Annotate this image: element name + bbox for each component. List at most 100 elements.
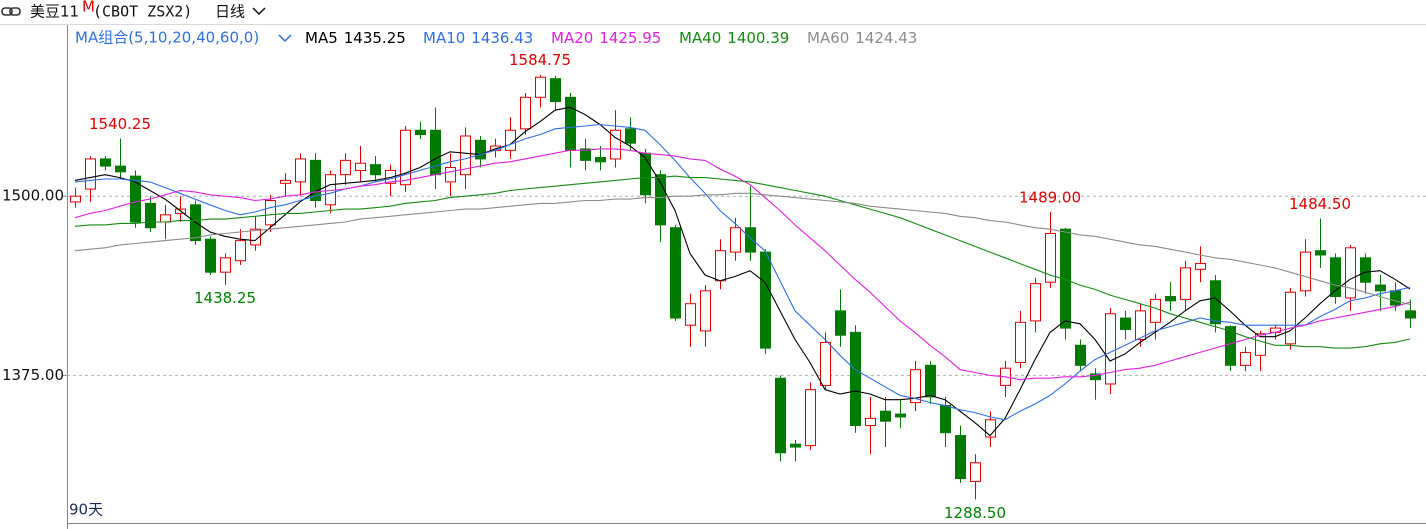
legend-name: MA20 — [551, 29, 593, 47]
candle-body — [520, 96, 531, 130]
ma-line — [74, 148, 1411, 381]
candle-body — [925, 364, 936, 398]
candle-body — [220, 257, 231, 273]
candle-body — [235, 240, 246, 262]
candle-body — [805, 389, 816, 447]
candle-body — [1330, 257, 1341, 298]
candle-body — [1210, 280, 1221, 325]
legend-entry: MA5 1435.25 — [305, 29, 406, 47]
candle-body — [145, 202, 156, 229]
candle-body — [340, 159, 351, 176]
candle-body — [130, 175, 141, 223]
candle-body — [700, 290, 711, 332]
candle-body — [205, 238, 216, 273]
candle-body — [1300, 251, 1311, 292]
candle-body — [865, 417, 876, 427]
candle-body — [970, 462, 981, 482]
legend-name: MA40 — [679, 29, 721, 47]
candle-body — [355, 162, 366, 171]
candle-body — [1150, 298, 1161, 323]
candle-body — [625, 128, 636, 144]
candle-body — [580, 148, 591, 161]
symbol-title: 美豆11 — [30, 3, 79, 21]
link-icon[interactable] — [1, 7, 21, 16]
candle-body — [835, 310, 846, 336]
candle-body — [1165, 296, 1176, 302]
ma-group-selector[interactable]: MA组合(5,10,20,40,60,0) — [75, 29, 259, 47]
candle-body — [1090, 373, 1101, 381]
candle-body — [670, 227, 681, 319]
ma-line — [74, 175, 1411, 349]
candle-body — [265, 200, 276, 226]
symbol-code: (CBOT ZSX2) — [93, 3, 192, 21]
candle-body — [880, 410, 891, 422]
symbol-badge: M — [82, 0, 95, 16]
candle-body — [115, 165, 126, 173]
candle-body — [370, 164, 381, 176]
candle-body — [415, 129, 426, 136]
extreme-label: 1489.00 — [1019, 188, 1081, 206]
candle-body — [730, 227, 741, 253]
candle-body — [1225, 326, 1236, 366]
candle-body — [610, 129, 621, 160]
candle-body — [1180, 267, 1191, 300]
candle-body — [595, 157, 606, 163]
candle-body — [475, 139, 486, 160]
candle-body — [295, 158, 306, 183]
candle-body — [565, 96, 576, 151]
candle-body — [310, 159, 321, 202]
candle-body — [535, 76, 546, 98]
candle-body — [400, 129, 411, 186]
candle-body — [640, 152, 651, 196]
candle-body — [1375, 284, 1386, 292]
candle-body — [1345, 247, 1356, 299]
candle-body — [1105, 313, 1116, 385]
ma-line — [74, 106, 1411, 437]
extreme-label: 1288.50 — [944, 504, 1006, 522]
range-label: 90天 — [69, 501, 103, 519]
candle-body — [250, 228, 261, 246]
period-chevron[interactable] — [252, 7, 266, 16]
legend-entry: MA40 1400.39 — [679, 29, 789, 47]
legend-entry: MA60 1424.43 — [807, 29, 917, 47]
extreme-label: 1438.25 — [194, 289, 256, 307]
ma-line — [74, 192, 1411, 306]
candle-body — [445, 167, 456, 183]
legend-value: 1425.95 — [599, 29, 661, 47]
candle-body — [505, 129, 516, 151]
legend-value: 1424.43 — [855, 29, 917, 47]
extreme-label: 1540.25 — [89, 115, 151, 133]
ma-line — [74, 123, 1411, 421]
period-selector[interactable]: 日线 — [215, 3, 245, 21]
candle-body — [685, 303, 696, 326]
candle-body — [895, 413, 906, 418]
legend-value: 1400.39 — [727, 29, 789, 47]
candle-body — [985, 419, 996, 438]
candle-body — [790, 443, 801, 448]
candle-body — [280, 179, 291, 184]
y-tick-label: 1375.00 — [2, 366, 64, 384]
candle-body — [430, 129, 441, 176]
candle-body — [820, 341, 831, 386]
y-tick-label: 1500.00 — [2, 187, 64, 205]
candle-body — [160, 214, 171, 223]
legend-entry: MA20 1425.95 — [551, 29, 661, 47]
candle-body — [910, 369, 921, 404]
ma-chevron[interactable] — [278, 34, 292, 43]
candle-body — [85, 158, 96, 190]
candle-body — [1120, 317, 1131, 330]
candle-body — [775, 377, 786, 454]
candle-body — [1390, 290, 1401, 306]
candle-body — [1135, 310, 1146, 341]
legend-name: MA5 — [305, 29, 338, 47]
candle-body — [1015, 321, 1026, 363]
candle-body — [1360, 257, 1371, 283]
extreme-label: 1584.75 — [509, 51, 571, 69]
candle-body — [715, 250, 726, 282]
candle-body — [850, 331, 861, 427]
candle-body — [1075, 344, 1086, 366]
legend-name: MA60 — [807, 29, 849, 47]
legend-value: 1435.25 — [344, 29, 406, 47]
